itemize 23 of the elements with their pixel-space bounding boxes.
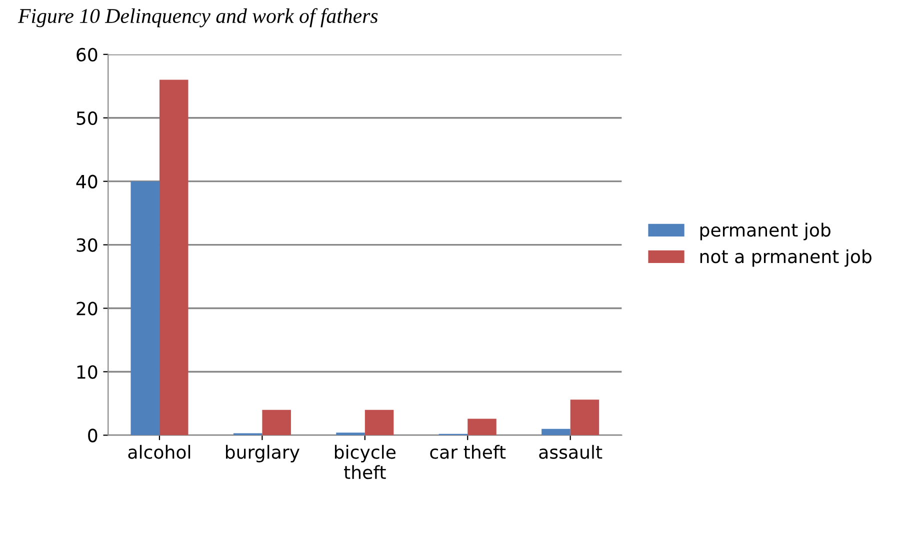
y-tick-label: 0: [88, 428, 98, 442]
y-tick-label: 60: [76, 48, 98, 62]
bar: [570, 400, 600, 436]
legend-label: permanent job: [700, 222, 830, 240]
y-tick-label: 20: [76, 302, 98, 316]
x-tick-label: assault: [539, 444, 602, 459]
x-tick-label: alcohol: [128, 444, 190, 459]
y-tick-label: 10: [77, 365, 98, 379]
x-tick-label: car theft: [430, 444, 506, 459]
bar: [542, 428, 570, 436]
bar: [364, 410, 394, 436]
y-tick-label: 50: [76, 111, 98, 125]
bar: [130, 181, 160, 436]
x-tick-label: bicycle theft: [334, 444, 396, 480]
legend-label: not a prmanent job: [700, 249, 872, 267]
bar: [159, 80, 188, 436]
x-tick-label: burglary: [226, 444, 300, 462]
bar: [336, 432, 365, 436]
y-tick-label: 40: [76, 174, 98, 188]
bar: [468, 418, 496, 436]
bar: [262, 410, 291, 436]
chart-title: Figure 10 Delinquency and work of fathers: [18, 8, 378, 28]
y-tick-label: 30: [76, 238, 98, 252]
